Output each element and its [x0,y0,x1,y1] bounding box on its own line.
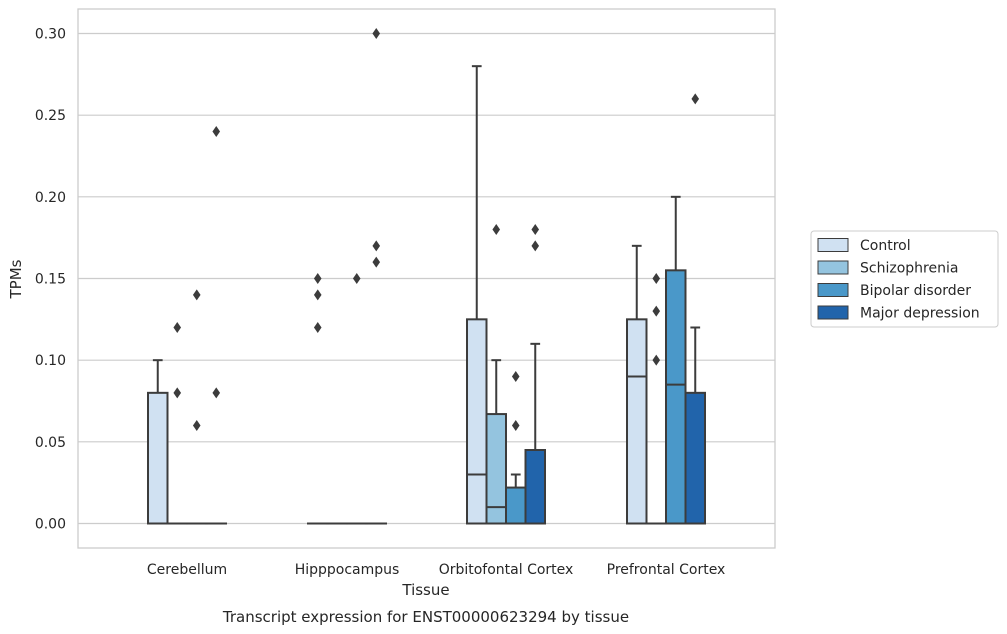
legend-swatch [817,283,849,297]
box-body [524,449,546,525]
box-control [466,65,488,525]
y-tick-label: 0.30 [35,27,66,43]
y-tick-label: 0.20 [35,190,66,206]
y-tick-label: 0.25 [35,108,66,124]
box-body [626,318,648,525]
box-bipolar-disorder [665,195,687,525]
legend-frame [810,230,999,328]
plot-area-frame [77,8,776,549]
box-body [147,391,169,525]
outlier-point [531,224,540,235]
outlier-point [652,354,661,366]
legend-label: Bipolar disorder [860,283,971,299]
outlier-point [212,387,221,399]
x-axis-label: Tissue [401,581,449,599]
outlier-point [511,420,520,431]
chart-caption: Transcript expression for ENST0000062329… [222,608,629,626]
outlier-point [492,224,501,235]
outlier-point [192,289,201,301]
outlier-points [173,28,700,431]
legend-label: Major depression [860,306,980,322]
x-tick-label: Orbitofontal Cortex [439,562,574,578]
outlier-point [173,387,182,399]
y-axis-label: TPMs [7,259,25,299]
box-body [665,269,687,525]
x-axis-ticks: Cerebellum Hipppocampus Orbitofontal Corte… [147,562,725,578]
box-body [485,413,507,525]
outlier-point [173,322,182,333]
y-tick-label: 0.00 [35,517,66,533]
box-schizophrenia [485,359,507,525]
outlier-point [511,371,520,382]
outlier-point [372,28,381,39]
grid-lines [78,32,775,525]
box-body [466,318,488,525]
outlier-point [313,322,322,333]
box-body [505,486,527,525]
box-control [626,244,648,525]
legend: Control Schizophrenia Bipolar disorder Majo… [810,230,999,328]
box-control [147,359,169,525]
x-tick-label: Hipppocampus [295,562,400,578]
outlier-point [313,273,322,284]
box-major-depression [684,326,706,525]
y-tick-label: 0.10 [35,353,66,369]
outlier-point [313,289,322,301]
box-series [147,65,706,525]
x-tick-label: Prefrontal Cortex [607,562,726,578]
outlier-point [192,420,201,431]
outlier-point [652,305,661,317]
legend-swatch [817,305,849,320]
box-bipolar-disorder [505,473,527,525]
outlier-point [531,240,540,252]
outlier-point [352,273,361,284]
outlier-point [691,93,700,105]
y-tick-label: 0.05 [35,435,66,451]
box-major-depression [524,342,546,525]
box-body [684,391,706,525]
outlier-point [212,126,221,137]
y-axis-ticks: 0.00 0.05 0.10 0.15 0.20 0.25 0.30 [35,27,66,533]
legend-label: Schizophrenia [860,261,958,277]
x-tick-label: Cerebellum [147,562,227,578]
legend-swatch [817,260,849,275]
y-tick-label: 0.15 [35,272,66,288]
outlier-point [652,273,661,284]
outlier-point [372,240,381,252]
outlier-point [372,256,381,268]
legend-label: Control [860,238,911,254]
legend-swatch [817,238,849,252]
